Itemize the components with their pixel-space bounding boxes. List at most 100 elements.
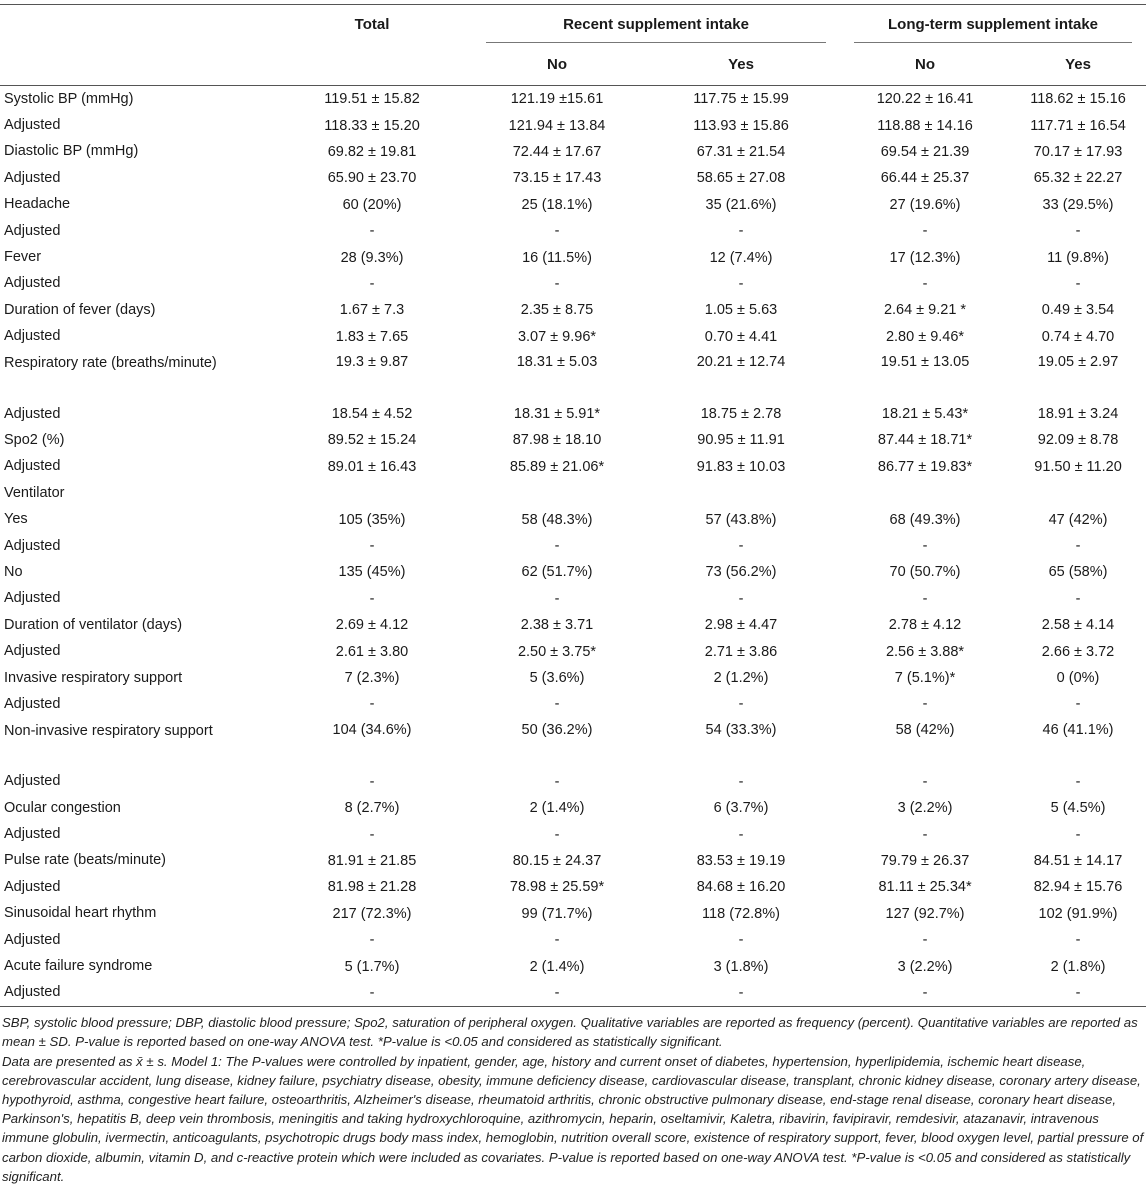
cell-longterm-no: 127 (92.7%) (885, 905, 965, 922)
cell-recent-no: 18.31 ± 5.91* (513, 406, 601, 423)
cell-total: 1.67 ± 7.3 (339, 302, 405, 319)
cell-total: - (369, 275, 375, 292)
cell-longterm-yes: 2 (1.8%) (1050, 958, 1106, 975)
cell-recent-no: - (554, 275, 560, 292)
cell-longterm-yes: 0.49 ± 3.54 (1041, 302, 1115, 319)
cell-longterm-no: - (922, 223, 928, 240)
cell-recent-no: 18.31 ± 5.03 (516, 353, 598, 370)
cell-longterm-no: 58 (42%) (895, 721, 955, 738)
cell-recent-yes: 113.93 ± 15.86 (693, 117, 789, 134)
cell-longterm-no: - (922, 932, 928, 949)
cell-recent-no: 25 (18.1%) (521, 196, 593, 213)
cell-recent-no: 2 (1.4%) (529, 958, 585, 975)
header-blank (0, 43, 272, 86)
cell-recent-yes: - (642, 979, 841, 1008)
header-longterm-no: No (915, 55, 936, 73)
cell-total: 19.3 ± 9.87 (335, 353, 409, 370)
header-blank (0, 5, 272, 44)
cell-longterm-yes: 102 (91.9%) (1038, 905, 1118, 922)
row-label: Adjusted (4, 590, 61, 607)
group-underline (854, 42, 1133, 43)
header-recent-group: Recent supplement intake (472, 5, 840, 43)
cell-total: - (369, 223, 375, 240)
cell-recent-yes: - (738, 696, 744, 713)
table-row: Non-invasive respiratory support 104 (34.… (0, 718, 1146, 769)
row-label: Invasive respiratory support (4, 669, 183, 686)
cell-longterm-yes: 19.05 ± 2.97 (1037, 353, 1119, 370)
cell-total: 2.61 ± 3.80 (335, 643, 409, 660)
cell-recent-yes: 2.98 ± 4.47 (704, 617, 778, 634)
table-row: Respiratory rate (breaths/minute) 19.3 ± … (0, 350, 1146, 401)
cell-total: 1.83 ± 7.65 (335, 328, 409, 345)
cell-recent-yes: 91.83 ± 10.03 (696, 458, 786, 475)
cell-total: 28 (9.3%) (340, 249, 404, 266)
cell-total: 5 (1.7%) (344, 958, 400, 975)
cell-longterm-no: 2.80 ± 9.46* (885, 328, 965, 345)
row-label: Duration of ventilator (days) (4, 616, 183, 633)
cell-longterm-yes: 117.71 ± 16.54 (1030, 117, 1126, 134)
cell-recent-no: 2.50 ± 3.75* (517, 643, 597, 660)
cell-longterm-yes: 46 (41.1%) (1042, 721, 1114, 738)
cell-total: 118.33 ± 15.20 (324, 117, 420, 134)
cell-recent-yes: - (738, 538, 744, 555)
table-body: Systolic BP (mmHg) 119.51 ± 15.82 121.19 ±… (0, 86, 1146, 1008)
cell-recent-no: 99 (71.7%) (521, 905, 593, 922)
cell-recent-no: - (554, 590, 560, 607)
cell-total: 2.69 ± 4.12 (335, 617, 409, 634)
cell-recent-yes: 35 (21.6%) (705, 196, 777, 213)
cell-longterm-no: 7 (5.1%)* (894, 670, 956, 686)
cell-recent-yes: 1.05 ± 5.63 (704, 302, 778, 319)
results-table: Total Recent supplement intake Long-term… (0, 4, 1146, 1008)
cell-longterm-yes: 0.74 ± 4.70 (1041, 328, 1115, 345)
row-label: Adjusted (4, 537, 61, 554)
cell-longterm-yes: 82.94 ± 15.76 (1033, 879, 1123, 896)
cell-recent-no: 2.38 ± 3.71 (520, 617, 594, 634)
cell-total: 105 (35%) (338, 511, 406, 528)
cell-total: - (369, 773, 375, 790)
row-label: Adjusted (4, 275, 61, 292)
cell-recent-yes: - (738, 773, 744, 790)
table-row: Adjusted - - - - - (0, 979, 1146, 1008)
cell-longterm-yes: 47 (42%) (1048, 511, 1108, 528)
cell-longterm-no: 18.21 ± 5.43* (881, 406, 969, 423)
cell-longterm-yes: 33 (29.5%) (1042, 196, 1114, 213)
cell-total: 81.98 ± 21.28 (327, 879, 417, 896)
cell-recent-no: 5 (3.6%) (529, 670, 585, 686)
cell-longterm-yes: - (1075, 223, 1081, 240)
header-total: Total (354, 15, 390, 33)
cell-total: - (369, 826, 375, 843)
table-footnotes: SBP, systolic blood pressure; DBP, diast… (0, 1007, 1146, 1186)
row-label: Adjusted (4, 878, 61, 895)
row-label: Sinusoidal heart rhythm (4, 905, 157, 922)
cell-recent-no: - (554, 538, 560, 555)
cell-longterm-yes: 70.17 ± 17.93 (1033, 143, 1123, 160)
cell-recent-no: - (554, 826, 560, 843)
cell-longterm-no: 70 (50.7%) (889, 564, 961, 581)
cell-recent-yes: 67.31 ± 21.54 (696, 143, 786, 160)
group-underline (486, 42, 827, 43)
table-row: No 135 (45%) 62 (51.7%) 73 (56.2%) 70 (50.7%… (0, 559, 1146, 585)
cell-total: 65.90 ± 23.70 (327, 170, 417, 187)
cell-longterm-yes: 18.91 ± 3.24 (1037, 406, 1119, 423)
cell-longterm-no: 27 (19.6%) (889, 196, 961, 213)
cell-recent-yes: 54 (33.3%) (705, 721, 777, 738)
row-label: Headache (4, 196, 71, 213)
cell-recent-no: 85.89 ± 21.06* (509, 458, 605, 475)
cell-longterm-yes: 11 (9.8%) (1047, 249, 1109, 266)
cell-recent-yes: - (738, 590, 744, 607)
cell-longterm-no: - (922, 826, 928, 843)
cell-recent-no (472, 480, 642, 506)
row-label: Adjusted (4, 931, 61, 948)
table-row: Ventilator (0, 480, 1146, 506)
table-row: Diastolic BP (mmHg) 69.82 ± 19.81 72.44 ± … (0, 139, 1146, 165)
header-recent-no: No (547, 55, 567, 73)
header-blank (272, 43, 472, 86)
row-label: Duration of fever (days) (4, 301, 156, 318)
cell-total: 18.54 ± 4.52 (331, 406, 413, 423)
cell-recent-yes: 20.21 ± 12.74 (696, 353, 786, 370)
cell-recent-yes: 83.53 ± 19.19 (696, 852, 786, 869)
cell-total: 104 (34.6%) (332, 721, 412, 738)
cell-total: - (369, 590, 375, 607)
cell-longterm-no: 81.11 ± 25.34* (878, 879, 972, 896)
